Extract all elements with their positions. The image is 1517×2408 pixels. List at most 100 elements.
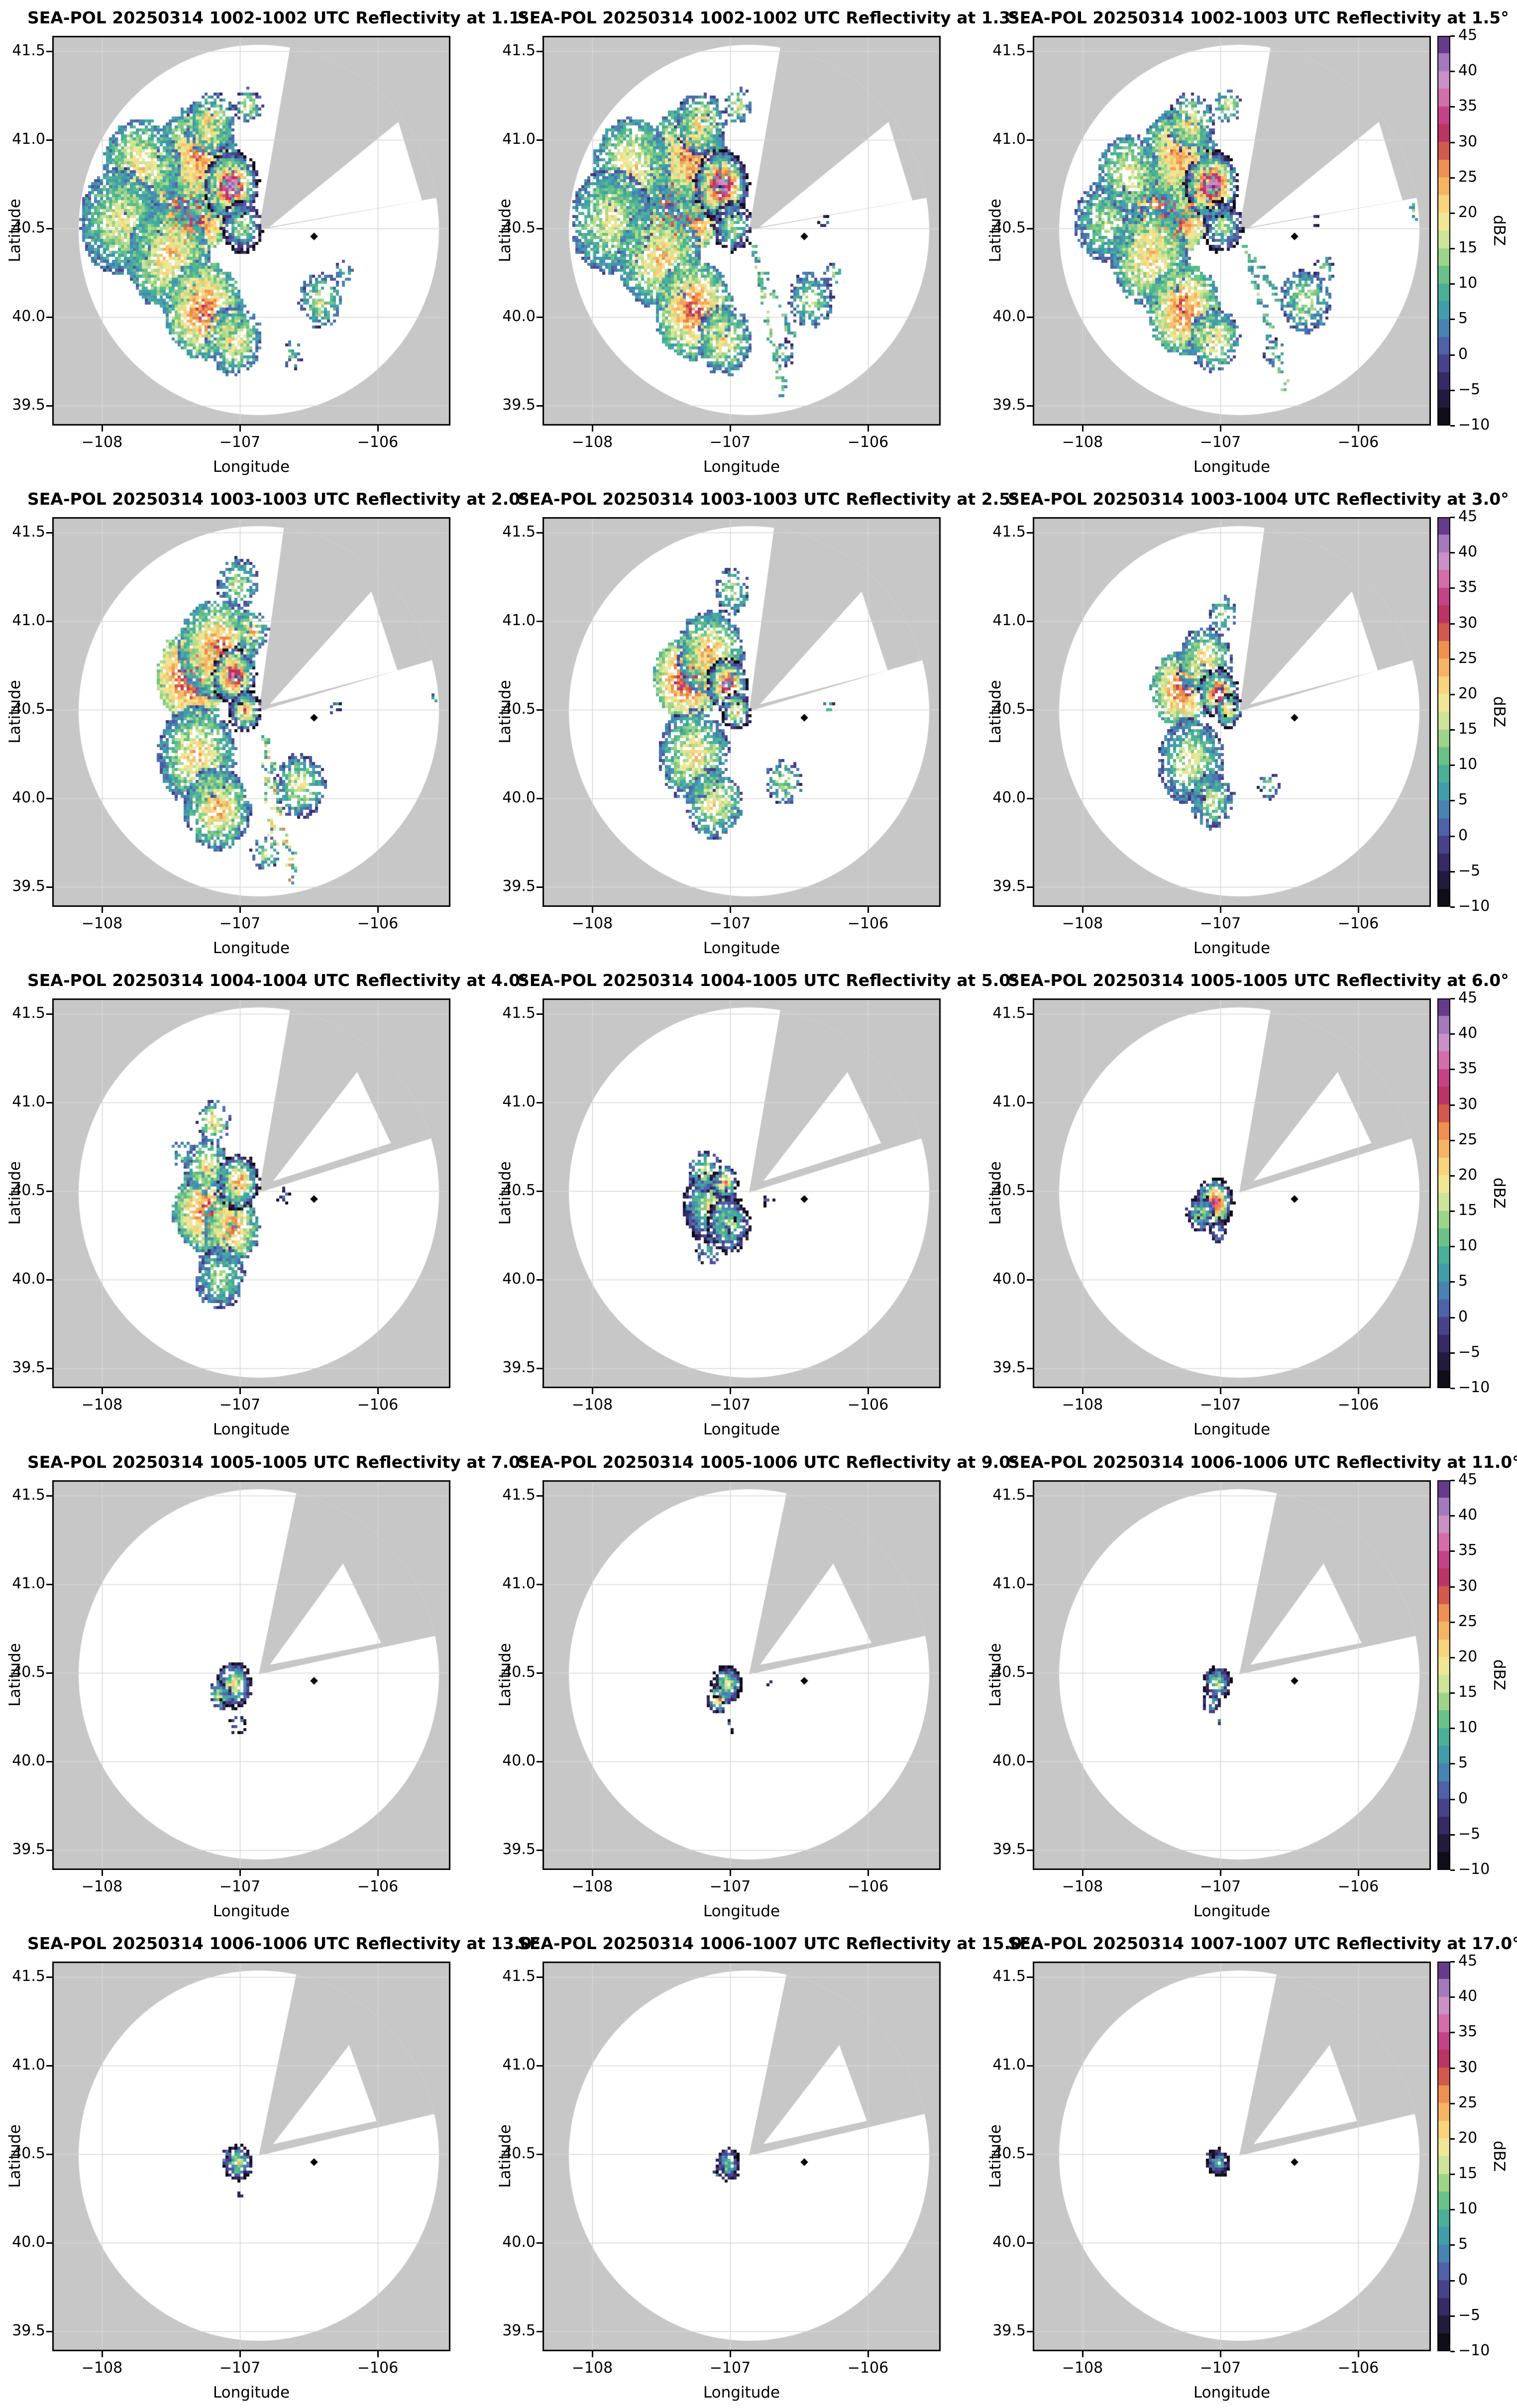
y-tick-mark xyxy=(1027,2065,1033,2067)
colorbar-tick-mark xyxy=(1450,1515,1455,1517)
y-tick-mark xyxy=(1027,709,1033,711)
x-tick-label: −106 xyxy=(357,1878,399,1895)
radar-plot-canvas xyxy=(542,1480,941,1870)
y-tick-label: 41.0 xyxy=(502,1093,536,1110)
colorbar-tick-mark xyxy=(1450,1798,1455,1800)
y-tick-mark xyxy=(537,2331,542,2332)
x-tick-mark xyxy=(102,2351,103,2357)
y-tick-label: 40.0 xyxy=(12,308,45,325)
radar-plot-canvas xyxy=(52,36,450,426)
x-tick-label: −106 xyxy=(1337,434,1379,451)
y-tick-mark xyxy=(537,1495,542,1497)
y-tick-mark xyxy=(1027,139,1033,141)
x-tick-mark xyxy=(1220,1388,1221,1394)
x-tick-label: −107 xyxy=(219,2359,261,2377)
y-tick-label: 39.5 xyxy=(502,2322,536,2339)
y-tick-label: 39.5 xyxy=(992,877,1026,895)
y-tick-mark xyxy=(1027,621,1033,622)
colorbar-tick-mark xyxy=(1450,1728,1455,1730)
colorbar-tick-mark xyxy=(1450,2102,1455,2104)
colorbar-tick-label: 30 xyxy=(1458,132,1478,150)
colorbar-tick-label: 30 xyxy=(1458,1095,1478,1113)
colorbar-tick-label: 25 xyxy=(1458,1612,1478,1630)
colorbar-tick-mark xyxy=(1450,354,1455,356)
radar-panel: SEA-POL 20250314 1004-1005 UTC Reflectiv… xyxy=(490,963,1019,1444)
colorbar-tick-mark xyxy=(1450,2244,1455,2246)
colorbar-tick-mark xyxy=(1450,1388,1455,1389)
colorbar-tick-mark xyxy=(1450,835,1455,837)
x-tick-label: −106 xyxy=(357,434,399,451)
colorbar-tick-mark xyxy=(1450,2067,1455,2069)
y-tick-label: 39.5 xyxy=(502,1359,536,1376)
colorbar-tick-mark xyxy=(1450,1692,1455,1694)
colorbar-tick-mark xyxy=(1450,177,1455,179)
colorbar-tick-mark xyxy=(1450,1104,1455,1106)
x-tick-mark xyxy=(1082,2351,1084,2357)
y-tick-label: 41.5 xyxy=(12,1968,45,1985)
radar-panel: SEA-POL 20250314 1005-1006 UTC Reflectiv… xyxy=(490,1444,1019,1926)
y-tick-label: 40.5 xyxy=(12,2145,45,2162)
y-tick-label: 39.5 xyxy=(992,1841,1026,1858)
colorbar-tick-label: 0 xyxy=(1458,1308,1468,1325)
colorbar-tick-label: 45 xyxy=(1458,1471,1478,1488)
panel-title: SEA-POL 20250314 1006-1006 UTC Reflectiv… xyxy=(1008,1452,1517,1472)
x-tick-label: −107 xyxy=(1199,1396,1241,1414)
radar-plot-canvas xyxy=(542,1962,941,2351)
y-tick-mark xyxy=(537,1279,542,1281)
y-tick-label: 40.5 xyxy=(502,1663,536,1681)
colorbar-tick-mark xyxy=(1450,623,1455,625)
colorbar-tick-mark xyxy=(1450,2209,1455,2211)
x-tick-mark xyxy=(730,1388,731,1394)
y-tick-label: 39.5 xyxy=(502,396,536,414)
colorbar: dBZ 45 40 35 30 25 20 15 10 5 0 −5 −10 xyxy=(1437,508,1517,940)
radar-panel: SEA-POL 20250314 1005-1005 UTC Reflectiv… xyxy=(0,1444,529,1926)
x-tick-label: −108 xyxy=(1062,434,1103,451)
colorbar-gradient xyxy=(1437,517,1450,907)
panel-title: SEA-POL 20250314 1003-1003 UTC Reflectiv… xyxy=(518,489,1019,509)
y-tick-mark xyxy=(46,228,52,229)
y-tick-mark xyxy=(537,317,542,318)
x-tick-mark xyxy=(730,2351,731,2357)
y-tick-mark xyxy=(1027,1191,1033,1192)
radar-panel: SEA-POL 20250314 1005-1005 UTC Reflectiv… xyxy=(980,963,1509,1444)
y-tick-mark xyxy=(537,1672,542,1674)
colorbar-tick-label: 15 xyxy=(1458,239,1478,257)
y-tick-mark xyxy=(46,1584,52,1585)
x-tick-label: −108 xyxy=(571,2359,613,2377)
colorbar-tick-mark xyxy=(1450,1069,1455,1071)
y-tick-mark xyxy=(1027,1102,1033,1103)
y-tick-mark xyxy=(537,228,542,229)
x-tick-label: −106 xyxy=(1337,2359,1379,2377)
x-tick-label: −108 xyxy=(571,915,613,932)
y-tick-mark xyxy=(46,1672,52,1674)
radar-plot-canvas xyxy=(542,517,941,907)
x-tick-label: −106 xyxy=(1337,1878,1379,1895)
y-tick-mark xyxy=(46,709,52,711)
y-tick-mark xyxy=(1027,2242,1033,2244)
x-tick-mark xyxy=(102,907,103,913)
panel-title: SEA-POL 20250314 1003-1004 UTC Reflectiv… xyxy=(1008,489,1509,509)
colorbar-tick-label: 15 xyxy=(1458,1683,1478,1701)
colorbar-tick-label: 35 xyxy=(1458,1060,1478,1078)
colorbar-tick-label: 5 xyxy=(1458,2235,1468,2253)
colorbar-tick-label: 45 xyxy=(1458,989,1478,1006)
y-tick-mark xyxy=(1027,51,1033,52)
colorbar-tick-label: 20 xyxy=(1458,203,1478,221)
colorbar-tick-label: −10 xyxy=(1458,897,1490,915)
x-tick-mark xyxy=(867,2351,869,2357)
y-tick-mark xyxy=(1027,2154,1033,2155)
y-tick-mark xyxy=(537,1976,542,1978)
colorbar-tick-mark xyxy=(1450,2315,1455,2317)
y-tick-label: 40.0 xyxy=(992,1752,1026,1769)
y-tick-mark xyxy=(1027,1850,1033,1851)
colorbar-tick-mark xyxy=(1450,906,1455,908)
y-tick-mark xyxy=(1027,1279,1033,1281)
y-tick-label: 40.0 xyxy=(992,789,1026,806)
colorbar-tick-mark xyxy=(1450,1480,1455,1481)
y-tick-mark xyxy=(537,1368,542,1369)
colorbar-tick-mark xyxy=(1450,1656,1455,1658)
colorbar-tick-label: −10 xyxy=(1458,2342,1490,2359)
x-tick-mark xyxy=(592,1870,593,1876)
x-tick-label: −107 xyxy=(1199,1878,1241,1895)
panel-title: SEA-POL 20250314 1006-1007 UTC Reflectiv… xyxy=(518,1934,1030,1953)
